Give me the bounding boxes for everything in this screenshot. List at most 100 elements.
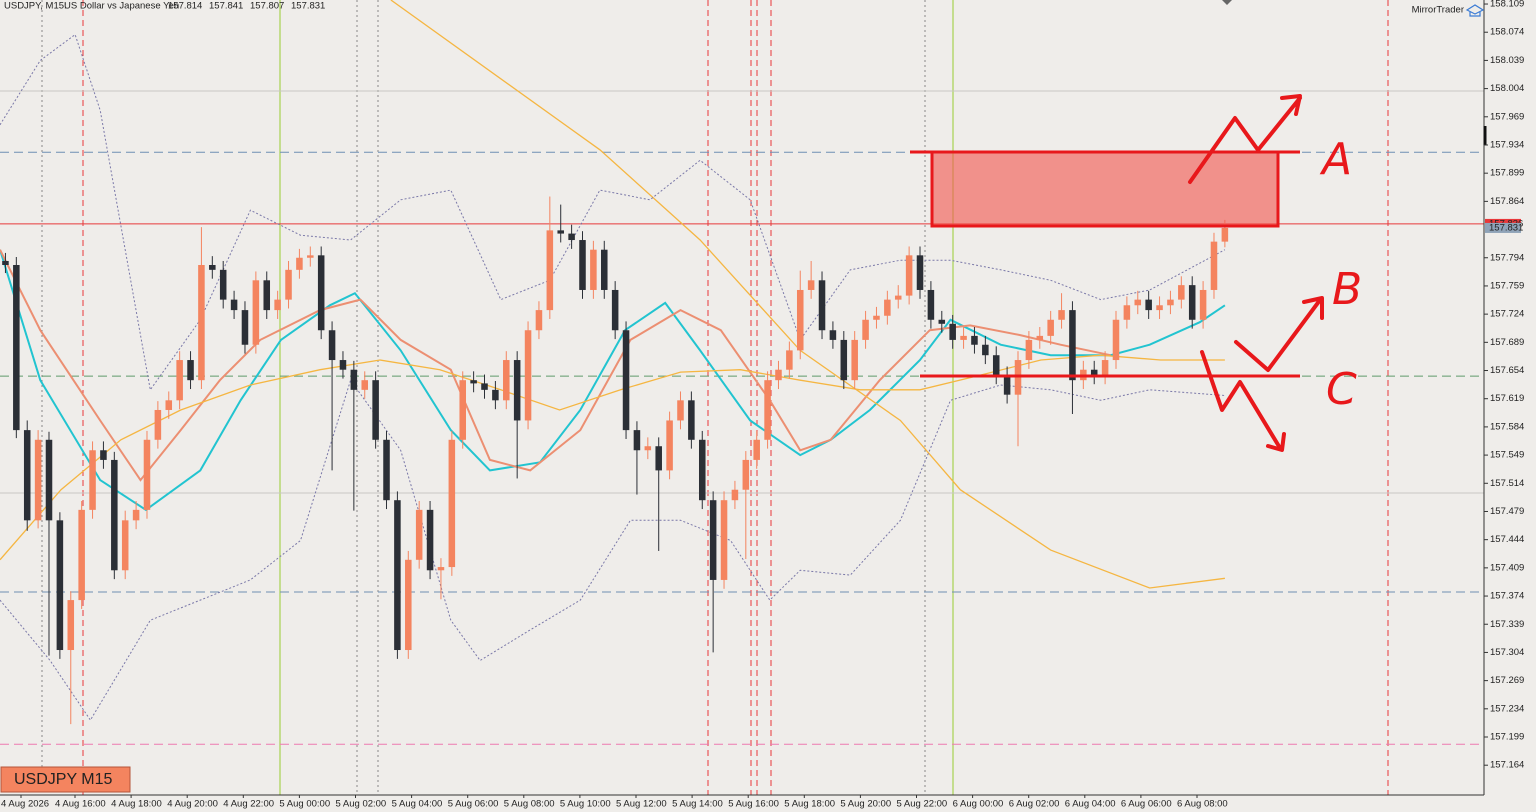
y-tick-label: 157.199 [1490, 732, 1524, 743]
candle-body [34, 439, 42, 521]
x-tick-label: 6 Aug 04:00 [1065, 799, 1116, 810]
x-tick-label: 5 Aug 20:00 [840, 799, 891, 810]
candle-body [492, 389, 499, 401]
candle-body [1145, 299, 1152, 311]
x-tick-label: 5 Aug 06:00 [448, 799, 499, 810]
y-tick-label: 158.039 [1490, 55, 1524, 66]
candle-body [535, 310, 543, 331]
levels [0, 90, 1484, 745]
badge-box [0, 766, 131, 793]
time-axis-labels: 4 Aug 2026 4 Aug 16:00 4 Aug 18:00 4 Aug 20… [1, 795, 1228, 810]
y-tick-label: 157.374 [1490, 591, 1524, 602]
candle-body [328, 330, 336, 361]
candle-body [709, 500, 717, 580]
candle-body [176, 360, 183, 401]
x-tick-label: 4 Aug 18:00 [111, 799, 162, 810]
candle-body [938, 319, 946, 324]
candle-body [720, 500, 728, 580]
candle-body [818, 280, 826, 331]
candle-body [1199, 289, 1207, 320]
candle-body [807, 280, 815, 290]
candle-body [731, 489, 739, 501]
candle-body [786, 350, 793, 370]
candle-body [579, 240, 586, 290]
y-tick-label: 157.689 [1490, 337, 1524, 348]
symbol: USDJPY, M15: [4, 1, 67, 12]
annotation: B [1332, 264, 1362, 315]
candle-body [481, 383, 488, 390]
candle-body [307, 255, 314, 258]
y-tick-label: 157.269 [1490, 675, 1524, 686]
candle-body [698, 439, 706, 501]
candle-body [927, 289, 935, 320]
candle-body [23, 430, 31, 521]
candle-body [655, 446, 662, 471]
candle-body [470, 380, 477, 384]
y-tick-label: 157.934 [1490, 140, 1524, 151]
candle-body [1036, 335, 1044, 340]
candle-body [611, 289, 619, 331]
candle-body [317, 255, 325, 331]
candle-body [557, 230, 564, 234]
candle-body [666, 420, 673, 471]
candle-body [764, 380, 771, 440]
annotation: C [1326, 364, 1357, 415]
y-tick-label: 157.164 [1490, 760, 1524, 771]
description: US Dollar vs Japanese Yen [64, 1, 179, 12]
candle-body [916, 255, 924, 290]
candles [2, 196, 1229, 725]
x-tick-label: 6 Aug 02:00 [1009, 799, 1060, 810]
candle-body [633, 430, 641, 451]
candle-body [252, 280, 260, 345]
x-tick-label: 5 Aug 16:00 [728, 799, 779, 810]
indicator-line [0, 249, 1226, 512]
candle-body [590, 249, 597, 290]
y-tick-label: 157.794 [1490, 252, 1524, 263]
quote-low: 157.807 [250, 1, 284, 12]
x-tick-label: 5 Aug 10:00 [560, 799, 611, 810]
candle-body [503, 360, 510, 401]
brand-icon [1465, 4, 1485, 17]
candle-body [884, 299, 891, 316]
candle-body [285, 269, 292, 300]
candle-body [1221, 227, 1229, 242]
candle-body [45, 439, 53, 521]
candle-body [1090, 369, 1098, 376]
candle-body [1123, 305, 1131, 320]
candle-body [742, 459, 750, 490]
candle-body [274, 299, 281, 311]
candle-body [1069, 310, 1076, 381]
x-tick-label: 5 Aug 18:00 [784, 799, 835, 810]
price-axis-bg [1484, 0, 1536, 812]
y-tick-label: 157.304 [1490, 647, 1524, 658]
candle-body [1210, 241, 1218, 290]
y-tick-label: 157.339 [1490, 619, 1524, 630]
candle-body [100, 450, 107, 460]
candle-body [154, 409, 162, 440]
arrow-down [1200, 350, 1286, 452]
candle-body [372, 380, 379, 440]
y-tick-label: 157.969 [1490, 111, 1524, 122]
candle-body [198, 265, 205, 381]
quote-high: 157.841 [209, 1, 243, 12]
candle-body [2, 260, 9, 265]
header: USDJPY, M15: US Dollar vs Japanese Yen 1… [4, 1, 325, 12]
candle-body [1112, 319, 1120, 361]
candle-body [851, 339, 858, 381]
candle-body [775, 369, 782, 381]
candle-body [296, 257, 303, 270]
price-tag-box [1485, 222, 1521, 233]
zone-box [930, 150, 1280, 228]
candle-body [513, 360, 521, 421]
x-tick-label: 5 Aug 02:00 [336, 799, 387, 810]
candle-body [448, 439, 456, 568]
candle-body [89, 450, 96, 510]
y-tick-label: 157.514 [1490, 478, 1524, 489]
candle-body [796, 289, 804, 351]
y-tick-label: 157.619 [1490, 393, 1524, 404]
candle-body [67, 600, 75, 651]
candle-body [1003, 375, 1011, 395]
candle-body [350, 369, 358, 390]
candle-body [862, 319, 869, 340]
